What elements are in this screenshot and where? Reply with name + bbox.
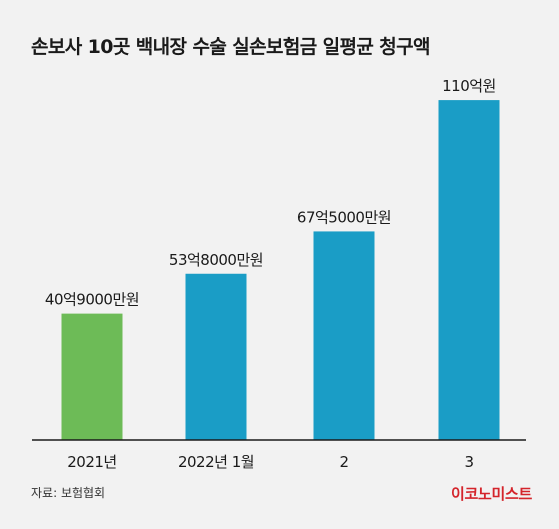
x-tick-label-1: 2021년 <box>67 453 116 471</box>
bar-4 <box>438 100 500 440</box>
bar-1 <box>61 313 123 440</box>
brand-logo: 이코노미스트 <box>450 485 532 503</box>
x-tick-label-2: 2022년 1월 <box>178 453 254 471</box>
data-label-2: 53억8000만원 <box>169 251 263 269</box>
data-label-1: 40억9000만원 <box>45 291 139 309</box>
x-tick-labels-group: 2021년 2022년 1월 2 3 <box>67 453 474 471</box>
data-label-3: 67억5000만원 <box>297 208 391 226</box>
bar-3 <box>313 231 375 440</box>
x-tick-label-3: 2 <box>339 453 348 471</box>
data-labels-group: 40억9000만원 53억8000만원 67억5000만원 110억원 <box>45 77 496 309</box>
source-note: 자료: 보험협회 <box>31 486 106 500</box>
bars-group <box>61 100 500 440</box>
chart-title: 손보사 10곳 백내장 수술 실손보험금 일평균 청구액 <box>31 36 431 58</box>
x-tick-label-4: 3 <box>464 453 473 471</box>
data-label-4: 110억원 <box>442 77 496 95</box>
bar-2 <box>185 273 247 440</box>
